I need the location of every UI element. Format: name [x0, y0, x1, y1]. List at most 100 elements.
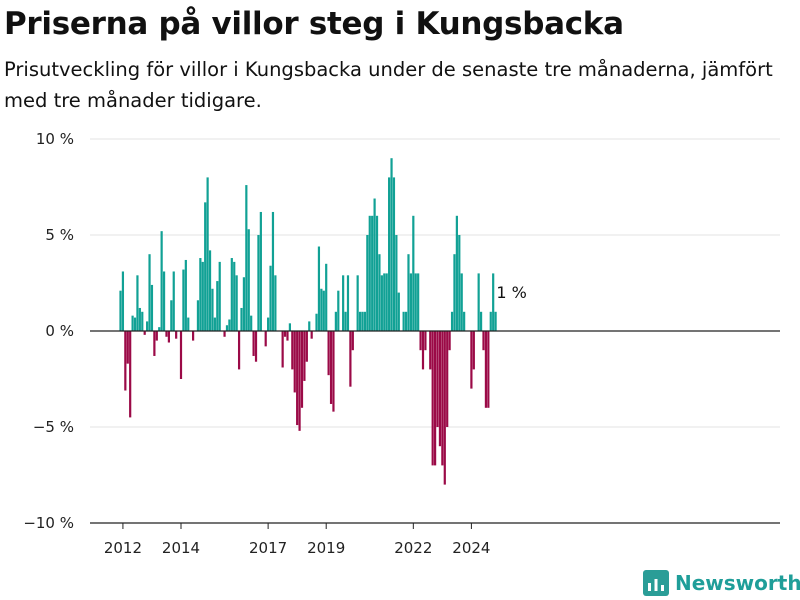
bar [320, 288, 323, 331]
latest-value-label: 1 % [496, 283, 526, 302]
bar [204, 202, 207, 331]
x-tick-label: 2012 [104, 539, 142, 557]
bar [361, 311, 364, 331]
bar [259, 211, 262, 331]
bar [363, 311, 367, 331]
bar [283, 331, 287, 337]
bar [446, 331, 449, 427]
bar [494, 311, 497, 331]
bar [184, 259, 187, 331]
bar [450, 311, 454, 331]
bar [404, 311, 408, 331]
bar [441, 331, 444, 466]
bar [366, 235, 369, 331]
bar [332, 331, 335, 412]
bar [358, 311, 362, 331]
bar [429, 331, 432, 370]
bar [126, 331, 129, 364]
bar [310, 331, 313, 339]
bar [298, 331, 301, 431]
bar [136, 275, 139, 331]
chart-title: Priserna på villor steg i Kungsbacka [4, 6, 624, 42]
bar [211, 288, 214, 331]
bar [460, 273, 463, 331]
y-tick-label: 10 % [36, 130, 74, 148]
y-tick-label: −5 % [33, 418, 74, 436]
bar-chart-logo-icon [643, 570, 669, 596]
chart-subtitle: Prisutveckling för villor i Kungsbacka u… [4, 58, 773, 112]
x-tick-label: 2024 [452, 539, 490, 557]
bar [155, 331, 158, 341]
bar [267, 317, 270, 331]
bar [218, 261, 221, 331]
bar [434, 331, 437, 466]
bar [187, 317, 190, 331]
y-tick-label: 5 % [45, 226, 74, 244]
bar [395, 235, 398, 331]
bar [138, 307, 141, 331]
bar [223, 331, 226, 337]
newsworthy-logo[interactable]: Newsworthy [643, 570, 800, 596]
bar [182, 269, 185, 331]
bar [296, 331, 299, 426]
bar [153, 331, 156, 356]
bar [443, 331, 446, 485]
bar [463, 311, 466, 331]
bar [487, 331, 490, 408]
bar [390, 158, 393, 331]
bar [349, 331, 352, 387]
bar [489, 311, 492, 331]
bar [337, 290, 340, 331]
bar [216, 281, 219, 331]
bar [368, 215, 371, 331]
bar [228, 319, 231, 331]
x-tick-label: 2022 [394, 539, 432, 557]
bar [458, 235, 461, 331]
bar [192, 331, 195, 341]
bar [470, 331, 473, 389]
bar [438, 331, 442, 447]
bar [293, 331, 296, 393]
bar [233, 261, 236, 331]
bar [250, 315, 253, 331]
bar [199, 258, 202, 331]
bar [492, 273, 495, 331]
bar [230, 258, 233, 331]
brand-name: Newsworthy [675, 571, 800, 595]
bar [344, 311, 347, 331]
bar [257, 235, 260, 331]
x-tick-label: 2017 [249, 539, 287, 557]
bar-layer [119, 158, 497, 485]
bar [242, 277, 246, 331]
bar [225, 325, 229, 331]
bar [417, 273, 420, 331]
bar [308, 321, 311, 331]
bar [431, 331, 434, 466]
bar [303, 331, 306, 381]
bar [397, 292, 400, 331]
bar [271, 211, 275, 331]
bar [175, 331, 178, 339]
bar [424, 331, 427, 351]
bar [402, 311, 405, 331]
bar [414, 273, 417, 331]
bar [373, 198, 376, 331]
y-tick-label: −10 % [23, 514, 74, 532]
bar [479, 311, 483, 331]
bar [208, 250, 212, 331]
bar [305, 331, 308, 362]
x-tick-label: 2014 [162, 539, 200, 557]
bar [240, 307, 243, 331]
bar [274, 275, 277, 331]
bar [201, 261, 204, 331]
bar [247, 229, 250, 331]
bar [158, 327, 161, 331]
bar [329, 331, 333, 404]
bar [327, 331, 330, 376]
bar [148, 254, 151, 331]
bar [409, 273, 412, 331]
bar [383, 273, 386, 331]
bar [300, 331, 304, 408]
axis-layer: −10 % −5 % 0 % 5 % 10 % 2012 2014 2017 2019 2022 2… [23, 130, 780, 557]
